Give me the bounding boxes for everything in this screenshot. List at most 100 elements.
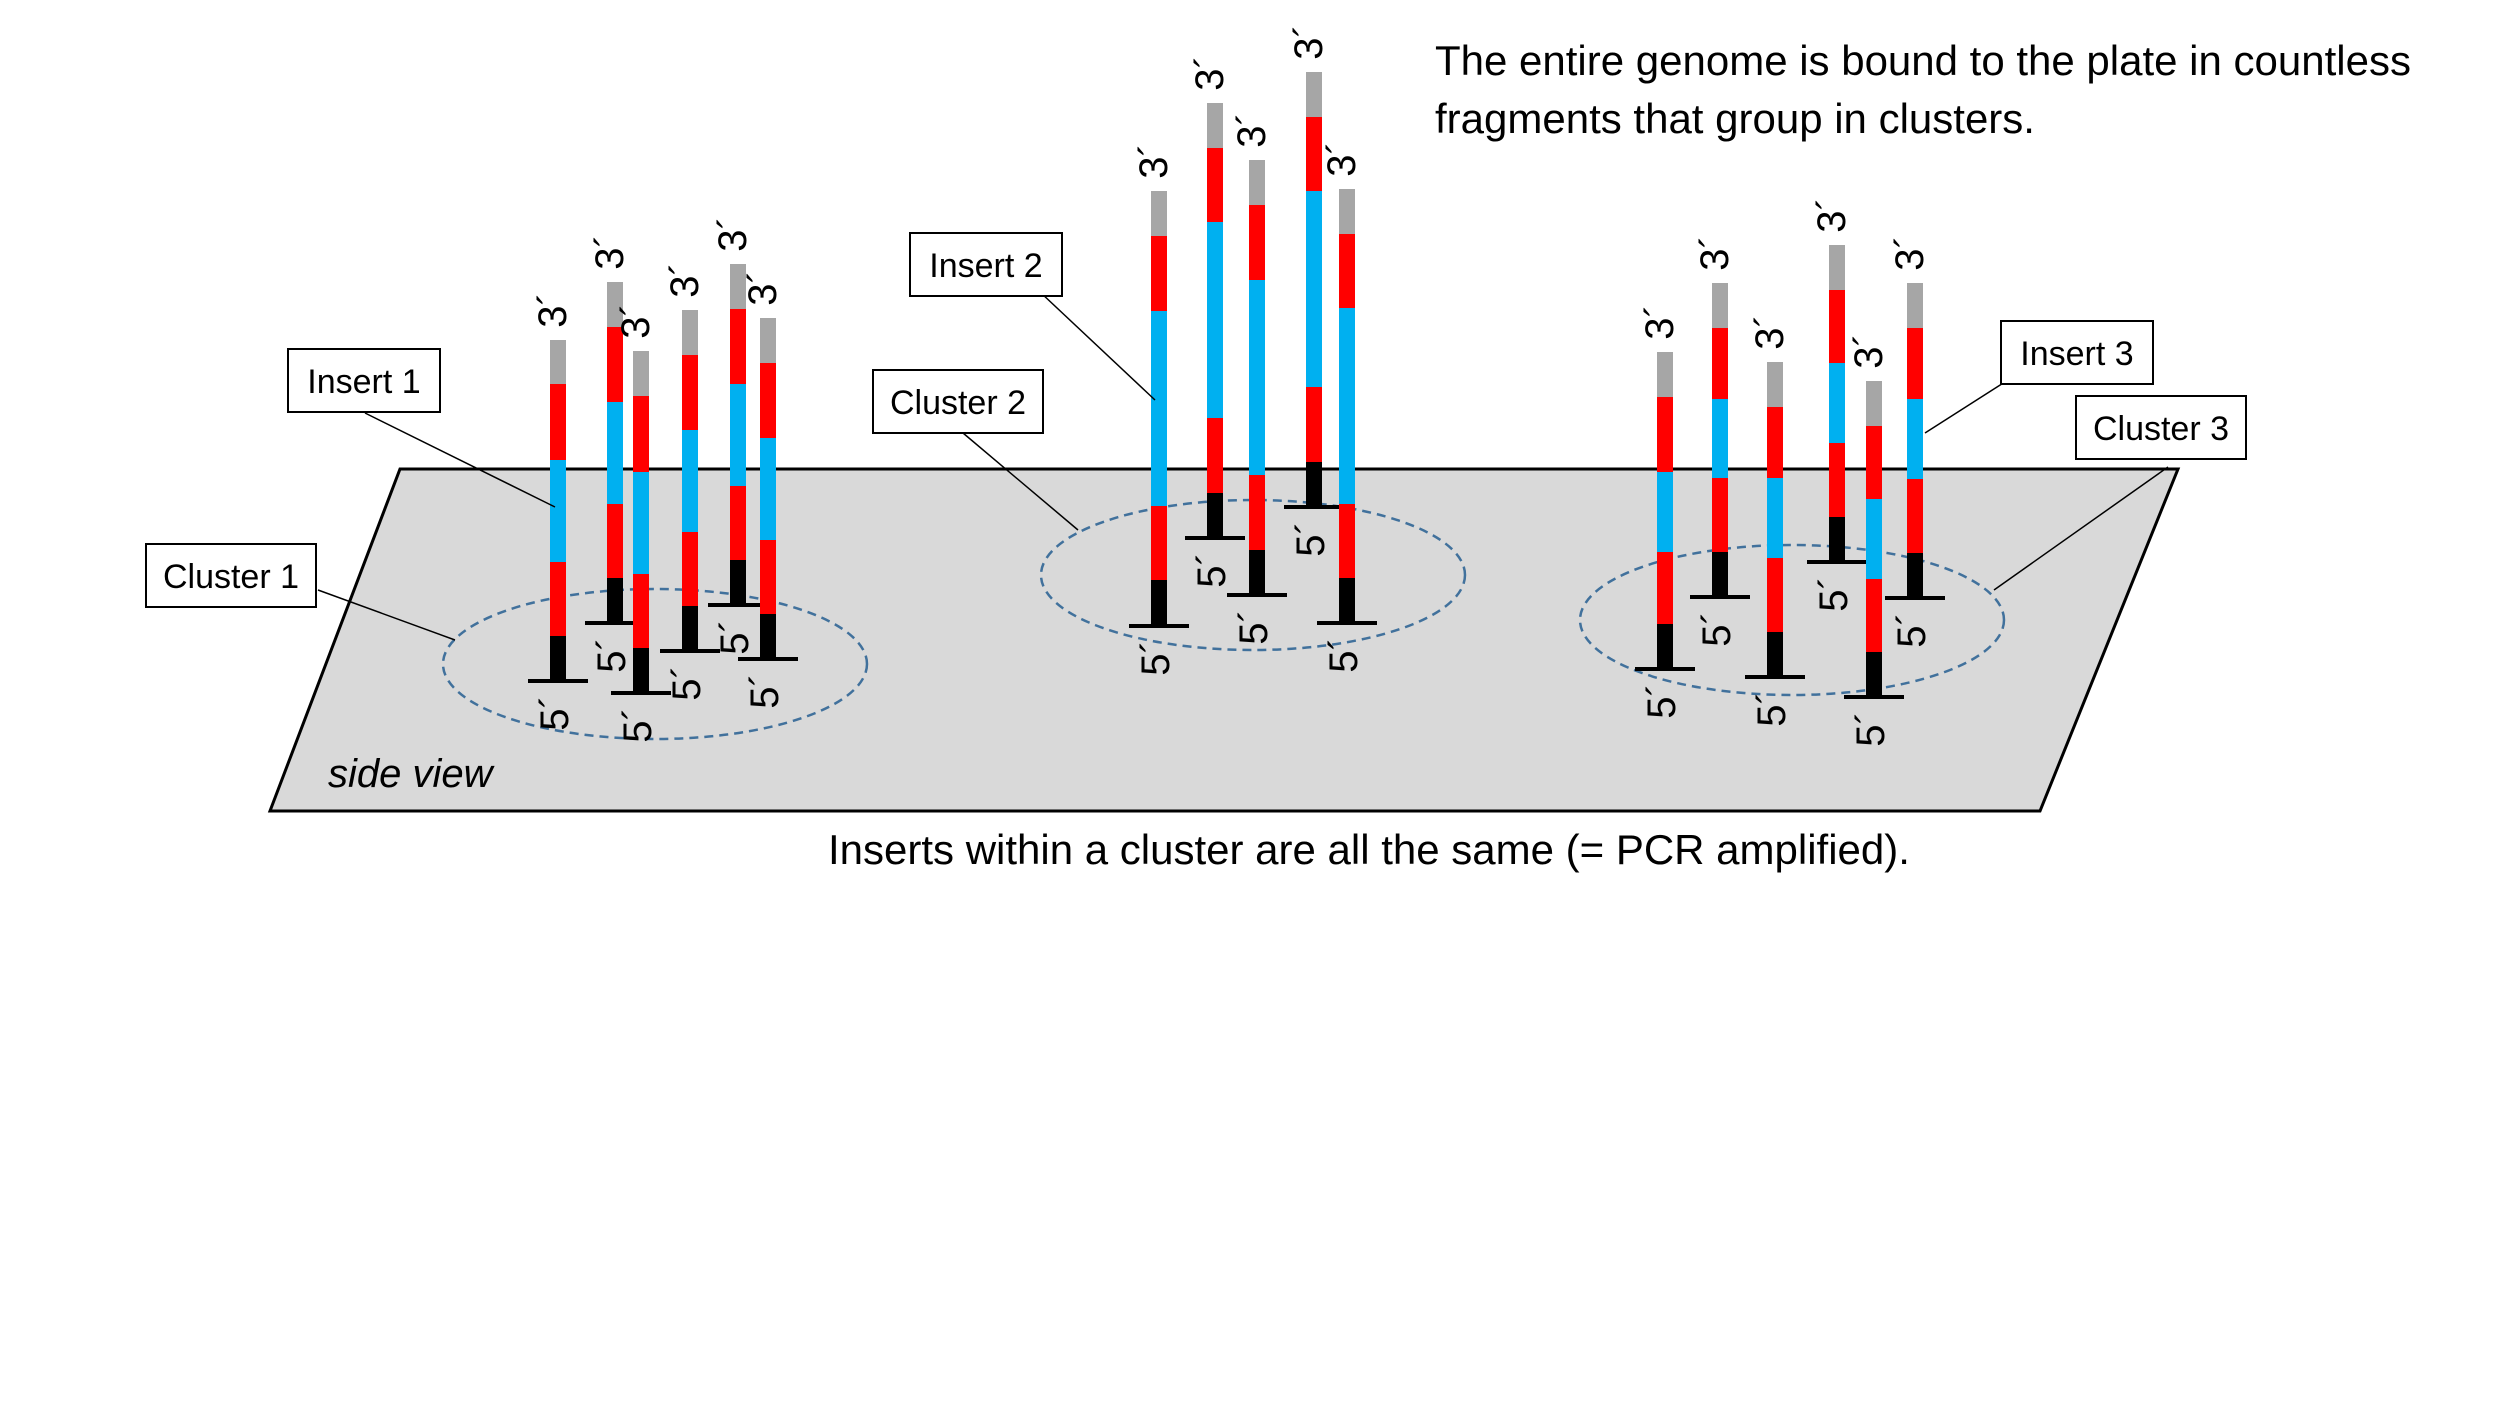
blue-segment [1249, 280, 1265, 475]
anchor-segment [1151, 580, 1167, 624]
dna-strand [1635, 352, 1695, 671]
anchor-segment [1866, 652, 1882, 695]
cluster-1-leader [317, 589, 456, 641]
red-segment [633, 396, 649, 472]
red-segment [1866, 426, 1882, 499]
anchor-segment [1339, 578, 1355, 621]
insert-3-label: Insert 3 [2000, 320, 2154, 385]
five-prime-label: 5´ [533, 695, 577, 731]
three-prime-label: 3´ [614, 303, 658, 339]
adapter-segment [1306, 72, 1322, 117]
dna-strand [1885, 283, 1945, 600]
five-prime-label: 5´ [1190, 552, 1234, 588]
cluster-3-outline [1578, 543, 2006, 697]
three-prime-label: 3´ [1810, 197, 1854, 233]
red-segment [760, 540, 776, 614]
red-segment [730, 486, 746, 560]
red-segment [1306, 117, 1322, 191]
red-segment [1866, 579, 1882, 652]
header-line-1: The entire genome is bound to the plate … [1435, 37, 2411, 84]
three-prime-label: 3´ [1320, 141, 1364, 177]
red-segment [1657, 552, 1673, 624]
dna-strand [1185, 103, 1245, 540]
red-segment [760, 363, 776, 438]
blue-segment [550, 460, 566, 562]
anchor-segment [607, 578, 623, 621]
red-segment [730, 309, 746, 384]
anchor-segment [1767, 632, 1783, 675]
blue-segment [1207, 222, 1223, 418]
blue-segment [760, 438, 776, 540]
dna-strand [1227, 160, 1287, 597]
cluster-2-label: Cluster 2 [872, 369, 1044, 434]
anchor-segment [1207, 493, 1223, 536]
adapter-segment [1657, 352, 1673, 397]
insert-2-text: Insert 2 [929, 247, 1042, 285]
cluster-3-text: Cluster 3 [2093, 410, 2229, 448]
three-prime-label: 3´ [1847, 333, 1891, 369]
five-prime-label: 5´ [1750, 691, 1794, 727]
adapter-segment [1151, 191, 1167, 236]
red-segment [1249, 205, 1265, 280]
insert-1-label: Insert 1 [287, 348, 441, 413]
anchor-segment [1306, 462, 1322, 505]
dna-strand [1690, 283, 1750, 599]
three-prime-label: 3´ [1230, 112, 1274, 148]
blue-segment [607, 402, 623, 504]
five-prime-label: 5´ [665, 665, 709, 701]
three-prime-label: 3´ [1638, 304, 1682, 340]
blue-segment [1829, 363, 1845, 443]
insert-3-leader [1924, 379, 2009, 434]
dna-strand [1317, 189, 1377, 625]
red-segment [1907, 479, 1923, 553]
five-prime-label: 5´ [1695, 611, 1739, 647]
three-prime-label: 3´ [1888, 235, 1932, 271]
three-prime-label: 3´ [1748, 314, 1792, 350]
three-prime-label: 3´ [1693, 235, 1737, 271]
insert-1-text: Insert 1 [307, 363, 420, 401]
adapter-segment [633, 351, 649, 396]
five-prime-label: 5´ [743, 673, 787, 709]
red-segment [1657, 397, 1673, 472]
adapter-segment [607, 282, 623, 327]
five-prime-label: 5´ [1640, 683, 1684, 719]
red-segment [1151, 506, 1167, 580]
blue-segment [1339, 308, 1355, 504]
red-segment [1306, 387, 1322, 462]
dna-strand [1807, 245, 1867, 564]
adapter-segment [1767, 362, 1783, 407]
red-segment [1767, 407, 1783, 478]
adapter-segment [1907, 283, 1923, 328]
dna-strand [660, 310, 720, 653]
red-segment [682, 355, 698, 430]
five-prime-label: 5´ [1812, 576, 1856, 612]
adapter-segment [1866, 381, 1882, 426]
five-prime-label: 5´ [1849, 711, 1893, 747]
adapter-segment [760, 318, 776, 363]
red-segment [1339, 234, 1355, 308]
dna-strand [1745, 362, 1805, 679]
blue-segment [1657, 472, 1673, 552]
three-prime-label: 3´ [588, 234, 632, 270]
side-view-caption: side view [328, 752, 496, 796]
dna-strand [528, 340, 588, 683]
dna-strand [1129, 191, 1189, 628]
five-prime-label: 5´ [1232, 609, 1276, 645]
anchor-segment [1657, 624, 1673, 667]
adapter-segment [550, 340, 566, 384]
blue-segment [1907, 399, 1923, 479]
anchor-segment [1829, 517, 1845, 560]
blue-segment [1306, 191, 1322, 387]
dna-strand [1284, 72, 1344, 509]
five-prime-label: 5´ [1890, 612, 1934, 648]
anchor-segment [760, 614, 776, 657]
three-prime-label: 3´ [1132, 143, 1176, 179]
red-segment [1829, 290, 1845, 363]
five-prime-label: 5´ [616, 707, 660, 743]
insert-3-text: Insert 3 [2020, 335, 2133, 373]
red-segment [633, 574, 649, 648]
adapter-segment [1207, 103, 1223, 148]
five-prime-label: 5´ [713, 619, 757, 655]
three-prime-label: 3´ [531, 292, 575, 328]
